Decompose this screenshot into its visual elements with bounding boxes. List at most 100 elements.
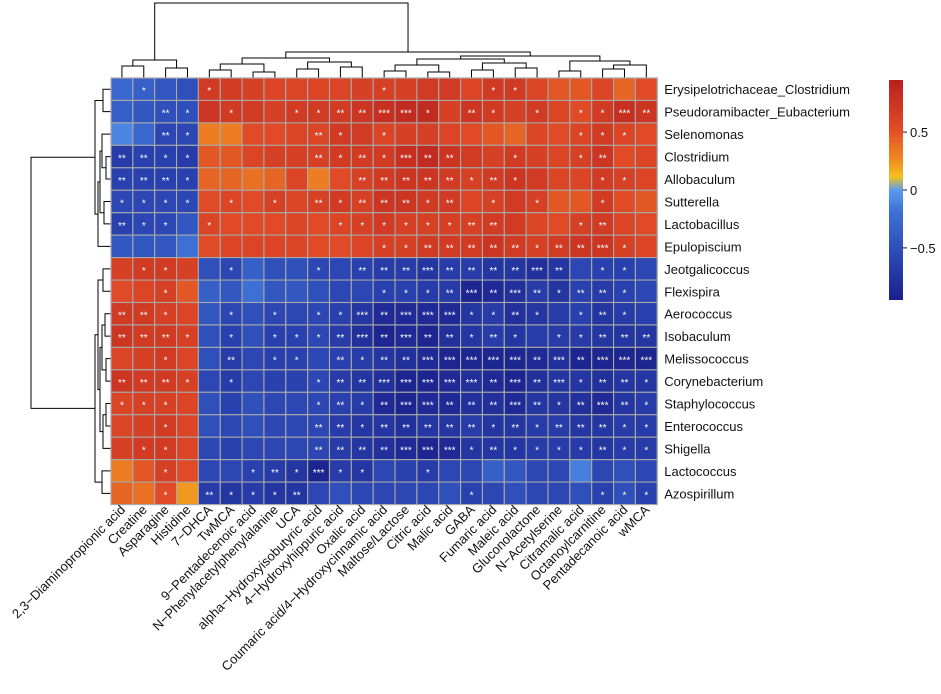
heatmap-cell (547, 167, 571, 191)
significance-star: * (601, 109, 605, 120)
heatmap-cell (372, 459, 396, 483)
significance-star: ** (358, 154, 366, 165)
heatmap-cell (372, 481, 396, 506)
heatmap-cell (241, 144, 265, 169)
heatmap-cell (132, 234, 156, 259)
significance-star: *** (444, 445, 456, 456)
heatmap-cell (460, 144, 484, 169)
significance-star: * (295, 356, 299, 367)
row-label: Epulopiscium (664, 239, 741, 254)
significance-star: * (623, 445, 627, 456)
heatmap-cell (132, 414, 156, 438)
significance-star: ** (162, 176, 170, 187)
heatmap-cell (241, 279, 265, 304)
heatmap-cell (525, 324, 549, 348)
colorbar-gradient (889, 80, 903, 300)
significance-star: * (470, 176, 474, 187)
heatmap-cell (176, 234, 199, 259)
significance-star: * (579, 221, 583, 232)
significance-star: ** (599, 221, 607, 232)
significance-star: * (338, 311, 342, 322)
heatmap-cell (547, 122, 571, 146)
significance-star: *** (531, 266, 543, 277)
significance-star: ** (402, 423, 410, 434)
heatmap-cell (634, 212, 658, 236)
significance-star: * (513, 333, 517, 344)
significance-star: *** (597, 401, 609, 412)
significance-star: * (360, 401, 364, 412)
row-label: Melissococcus (664, 352, 749, 367)
heatmap-cell (612, 77, 636, 102)
significance-star: *** (640, 356, 652, 367)
heatmap-cell (285, 436, 309, 461)
significance-star: * (535, 198, 539, 209)
significance-star: * (338, 221, 342, 232)
row-label: Enterococcus (664, 419, 743, 434)
significance-star: *** (422, 266, 434, 277)
heatmap-cell (197, 279, 221, 304)
heatmap-cell (569, 481, 593, 506)
heatmap-cell (328, 279, 352, 304)
significance-star: ** (315, 423, 323, 434)
significance-star: * (142, 401, 146, 412)
significance-star: * (426, 221, 430, 232)
heatmap-cell (438, 459, 462, 483)
significance-star: ** (599, 333, 607, 344)
heatmap-cell (263, 414, 287, 438)
significance-star: * (186, 333, 190, 344)
heatmap-cell (110, 234, 134, 259)
significance-star: *** (400, 154, 412, 165)
significance-star: * (229, 266, 233, 277)
heatmap-cells (110, 77, 658, 506)
heatmap-cell (241, 257, 265, 281)
row-label: Flexispira (664, 284, 720, 299)
colorbar-tick-label: 0 (910, 183, 917, 198)
significance-star: * (644, 490, 648, 501)
heatmap-cell (307, 481, 331, 506)
heatmap-cell (285, 167, 309, 191)
heatmap-cell (416, 77, 440, 102)
significance-star: ** (162, 131, 170, 142)
significance-star: * (164, 445, 168, 456)
heatmap-cell (132, 346, 156, 371)
heatmap-cell (525, 167, 549, 191)
heatmap-cell (481, 144, 505, 169)
significance-star: * (251, 490, 255, 501)
heatmap-cell (547, 301, 571, 326)
significance-star: ** (337, 109, 345, 120)
significance-star: ** (271, 468, 279, 479)
colorbar-tick-label: −0.5 (910, 241, 936, 256)
heatmap-cell (285, 122, 309, 146)
heatmap-cell (132, 279, 156, 304)
significance-star: ** (489, 445, 497, 456)
significance-star: * (491, 109, 495, 120)
heatmap-cell (307, 346, 331, 371)
significance-star: ** (577, 423, 585, 434)
significance-star: ** (358, 445, 366, 456)
row-label: Pseudoramibacter_Eubacterium (664, 105, 850, 120)
heatmap-cell (481, 481, 505, 506)
significance-star: ** (358, 176, 366, 187)
heatmap-cell (285, 144, 309, 169)
significance-star: ** (118, 378, 126, 389)
significance-star: * (186, 378, 190, 389)
significance-star: *** (400, 333, 412, 344)
significance-star: ** (140, 333, 148, 344)
significance-star: * (186, 176, 190, 187)
significance-star: * (164, 288, 168, 299)
significance-star: ** (227, 356, 235, 367)
heatmap-cell (241, 167, 265, 191)
significance-star: * (623, 490, 627, 501)
colorbar: 0.5 0 −0.5 (889, 80, 936, 300)
significance-star: ** (555, 266, 563, 277)
significance-star: ** (358, 378, 366, 389)
significance-star: * (535, 311, 539, 322)
heatmap-cell (176, 279, 199, 304)
significance-star: ** (468, 266, 476, 277)
significance-star: * (186, 198, 190, 209)
significance-star: * (601, 131, 605, 142)
significance-star: * (142, 86, 146, 97)
significance-star: *** (466, 288, 478, 299)
significance-star: ** (446, 401, 454, 412)
significance-star: ** (489, 401, 497, 412)
